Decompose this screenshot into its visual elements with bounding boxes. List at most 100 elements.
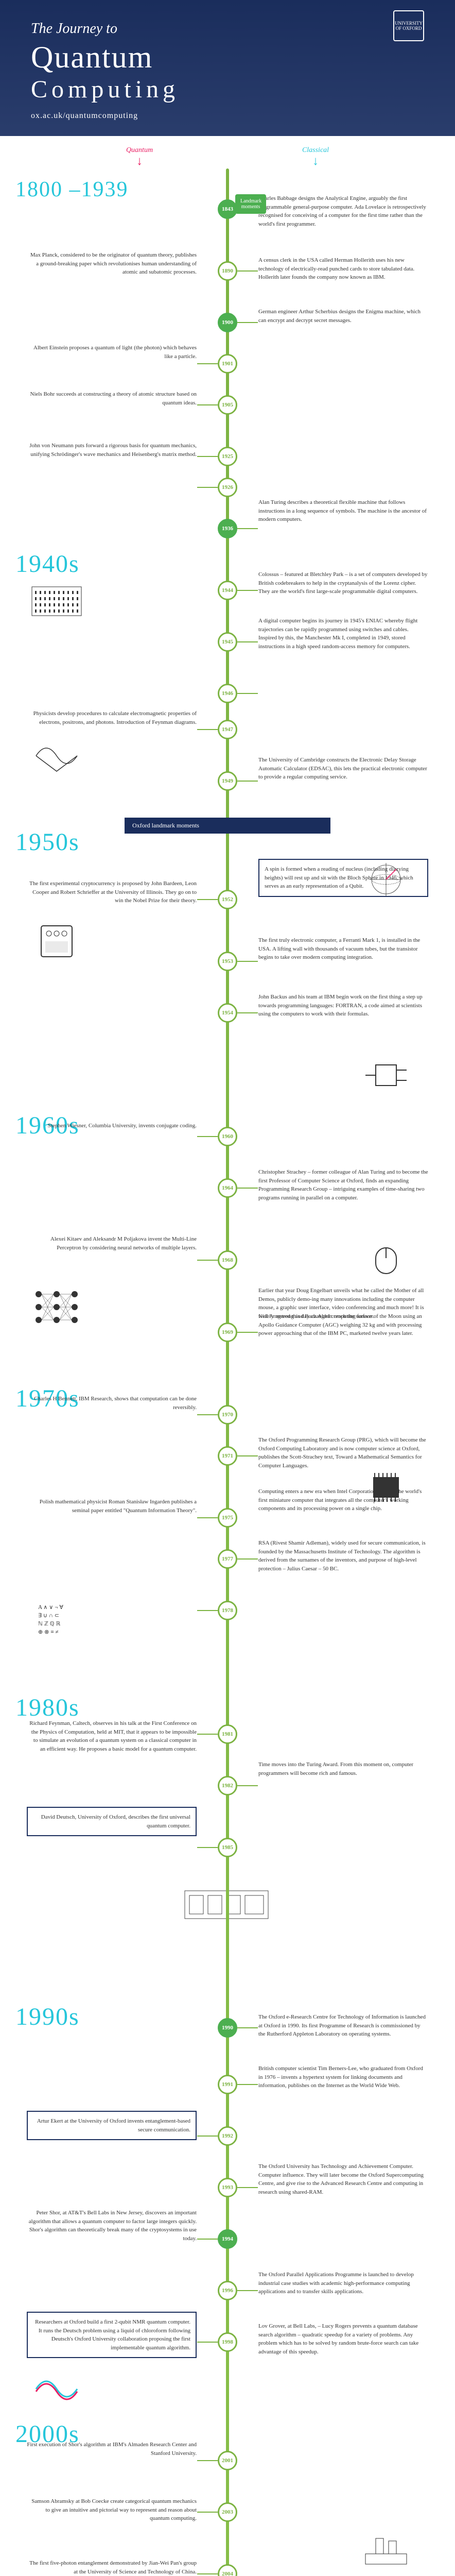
year-node: 1990 [218,2018,237,2038]
year-node: 1953 [218,952,237,971]
timeline-entry: A census clerk in the USA called Herman … [258,256,428,282]
timeline-entry: Albert Einstein proposes a quantum of li… [27,344,197,361]
lab-illustration [360,2528,412,2569]
connector [197,487,218,488]
connector [237,2027,258,2028]
timeline-entry: The first experimental cryptocurrency is… [27,879,197,905]
connector [237,1012,258,1013]
year-node: 1975 [218,1508,237,1528]
connector [197,729,218,730]
year-node: 2001 [218,2451,237,2470]
connector [197,1734,218,1735]
connector [197,1610,218,1611]
timeline-entry: The first five-photon entanglement demon… [27,2559,197,2576]
timeline-entry: Max Planck, considered to be the origina… [27,251,197,277]
year-node: 1991 [218,2075,237,2094]
legend-classical: Classical↓ [302,146,329,168]
header-url: ox.ac.uk/quantumcomputing [31,111,424,121]
timeline: 1800 –19391940s1950s1960s1970s1980s1990s… [0,168,455,2576]
year-node: 1985 [218,1838,237,1857]
svg-text:⊕ ⊗ ≡ ≠: ⊕ ⊗ ≡ ≠ [38,1629,59,1635]
year-node: 1993 [218,2178,237,2197]
year-node: 1969 [218,1323,237,1342]
timeline-entry: British computer scientist Tim Berners-L… [258,2064,428,2090]
timeline-entry: The first truly electronic computer, a F… [258,936,428,962]
connector [197,363,218,364]
year-node: 1843 [218,199,237,219]
timeline-entry: Charles H Bennett, IBM Research, shows t… [27,1395,197,1412]
connector [237,1332,258,1333]
year-node: 1971 [218,1446,237,1466]
year-node: 1944 [218,581,237,600]
connector [237,641,258,642]
legend-quantum: Quantum↓ [126,146,153,168]
year-node: 1977 [218,1549,237,1569]
connector [197,1414,218,1415]
year-node: 1949 [218,771,237,791]
timeline-entry: Alexei Kitaev and Aleksandr M Poljakova … [27,1235,197,1252]
timeline-entry: The Oxford Programming Research Group (P… [258,1436,428,1470]
connector [237,2290,258,2291]
year-node: 1900 [218,313,237,332]
year-node: 1952 [218,890,237,909]
oxford-crest: UNIVERSITY OF OXFORD [393,10,424,41]
connector [197,1517,218,1518]
year-node: 2003 [218,2502,237,2522]
header: UNIVERSITY OF OXFORD The Journey to Quan… [0,0,455,136]
timeline-entry: A digital computer begins its journey in… [258,617,428,651]
decade-label: 1990s [15,2003,80,2031]
connector [197,1136,218,1137]
mouse-illustration [360,1240,412,1281]
year-node: 1960 [218,1127,237,1146]
timeline-entry: Alan Turing describes a theoretical flex… [258,498,428,524]
year-node: 1946 [218,684,237,703]
timeline-entry: Neil Armstrong and Buzz Aldrin reach the… [258,1312,428,1338]
year-node: 1936 [218,519,237,538]
timeline-entry: Colossus – featured at Bletchley Park – … [258,570,428,596]
connector [197,456,218,457]
timeline-entry: Charles Babbage designs the Analytical E… [258,194,428,228]
feynman-illustration [31,735,82,776]
timeline-entry: Artur Ekert at the University of Oxford … [27,2111,197,2140]
svg-text:∃ ∪ ∩ ⊂: ∃ ∪ ∩ ⊂ [38,1613,59,1619]
timeline-entry: John Backus and his team at IBM begin wo… [258,993,428,1019]
connector [237,590,258,591]
svg-text:A ∧ ∨ ¬ ∀: A ∧ ∨ ¬ ∀ [38,1604,63,1611]
connector [197,404,218,405]
year-node: 2004 [218,2564,237,2576]
title-line1: Quantum [31,40,424,75]
oxford-landmark-box: Oxford landmark moments [125,818,330,834]
decade-label: 1950s [15,828,80,856]
decade-label: 1940s [15,550,80,578]
connector [197,1847,218,1848]
year-node: 1947 [218,720,237,739]
timeline-entry: Niels Bohr succeeds at constructing a th… [27,390,197,407]
timeline-entry: Christopher Strachey – former colleague … [258,1168,428,1202]
timeline-entry: RSA (Rivest Shamir Adleman), widely used… [258,1539,428,1573]
connector [197,2342,218,2343]
connector [197,2136,218,2137]
connector [237,1785,258,1786]
timeline-entry: Polish mathematical physicist Roman Stan… [27,1498,197,1515]
timeline-entry: Samson Abramsky at Bob Coecke create cat… [27,2497,197,2523]
timeline-entry: The University of Cambridge constructs t… [258,756,428,782]
year-node: 1945 [218,632,237,652]
timeline-entry: Peter Shor, at AT&T's Bell Labs in New J… [27,2209,197,2243]
symbols-illustration: A ∧ ∨ ¬ ∀ ∃ ∪ ∩ ⊂ ℕ ℤ ℚ ℝ ⊕ ⊗ ≡ ≠ [31,1601,82,1642]
connector [197,2512,218,2513]
connector [237,961,258,962]
connector [237,528,258,529]
svg-text:ℕ ℤ ℚ ℝ: ℕ ℤ ℚ ℝ [38,1621,60,1627]
year-node: 1992 [218,2126,237,2146]
year-node: 1981 [218,1724,237,1744]
timeline-entry: First execution of Shor's algorithm at I… [27,2441,197,2458]
decade-label: 1980s [15,1693,80,1722]
connector [237,1455,258,1456]
neural-illustration [31,1286,82,1328]
year-node: 1998 [218,2332,237,2352]
year-node: 1890 [218,261,237,281]
timeline-entry: The Oxford University has Technology and… [258,2162,428,2196]
year-node: 1954 [218,1003,237,1023]
connector [237,270,258,272]
title-line2: Computing [31,75,424,104]
